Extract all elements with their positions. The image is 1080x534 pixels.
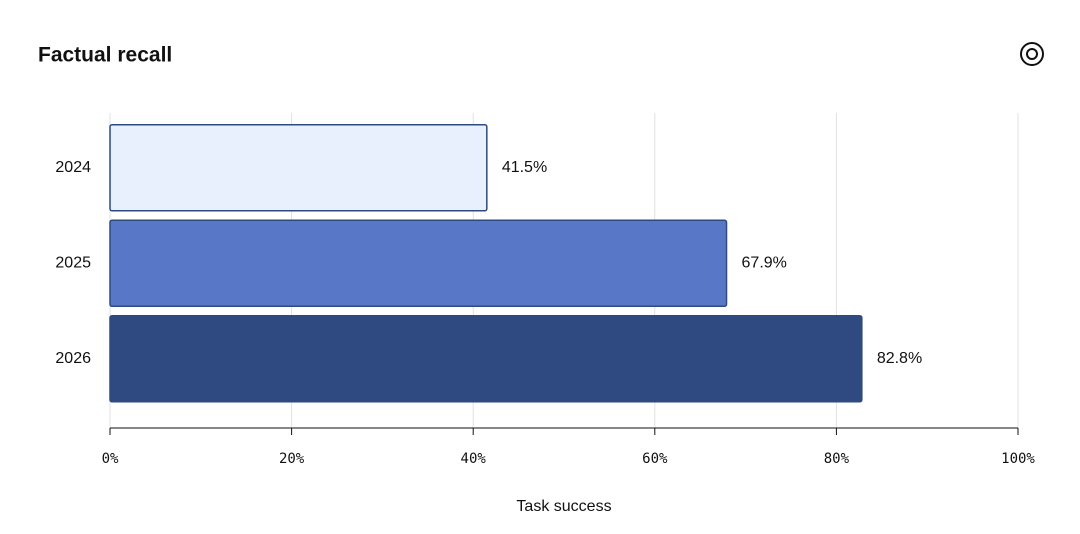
x-tick-label: 60% [642,451,668,467]
chart-title: Factual recall [38,44,172,67]
x-tick-label: 20% [279,451,305,467]
x-tick-label: 40% [461,451,487,467]
bar [109,124,488,212]
logo [1020,42,1044,66]
x-tick-label: 0% [102,451,119,467]
value-label: 67.9% [742,254,787,271]
x-axis-label: Task success [516,498,611,515]
bar [109,219,728,307]
x-tick-label: 80% [824,451,850,467]
value-label: 82.8% [877,350,922,367]
y-tick-label: 2025 [55,254,91,271]
value-label: 41.5% [502,159,547,176]
y-tick-label: 2024 [55,159,91,176]
x-tick-label: 100% [1001,451,1035,467]
bar [109,315,863,403]
y-tick-label: 2026 [55,350,91,367]
